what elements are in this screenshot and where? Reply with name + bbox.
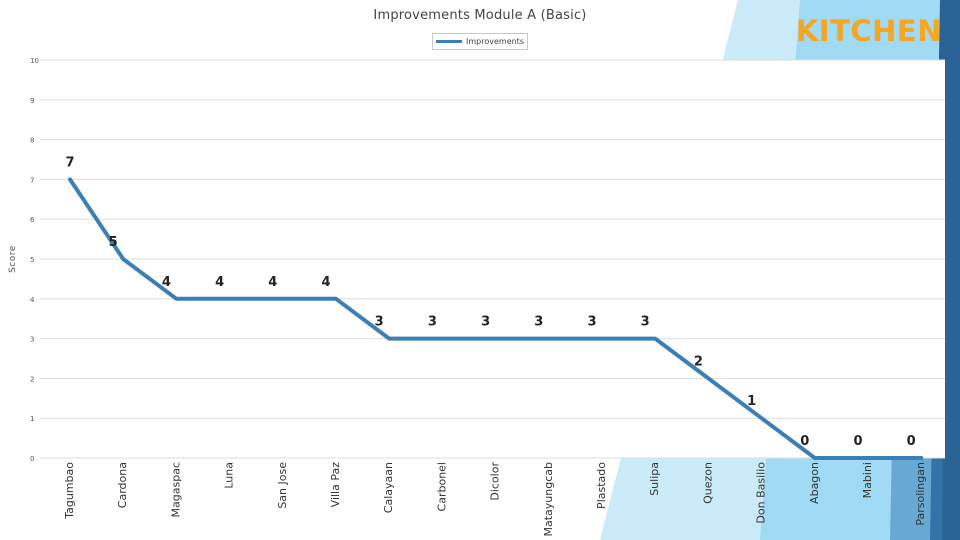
x-tick-label: Villa Paz bbox=[329, 462, 342, 508]
x-tick-label: Abagon bbox=[808, 462, 821, 504]
legend-label: Improvements bbox=[466, 37, 524, 46]
data-label: 3 bbox=[641, 315, 650, 330]
x-tick-label: Luna bbox=[223, 462, 236, 489]
y-tick-label: 9 bbox=[30, 97, 34, 105]
x-tick-label: Cardona bbox=[116, 462, 129, 508]
data-point bbox=[388, 338, 390, 340]
data-point bbox=[654, 338, 656, 340]
x-tick-label: Tagumbao bbox=[63, 462, 76, 520]
data-label: 0 bbox=[907, 434, 916, 449]
data-point bbox=[495, 338, 497, 340]
chart-title: Improvements Module A (Basic) bbox=[373, 8, 587, 23]
data-label: 7 bbox=[65, 155, 74, 170]
legend-swatch bbox=[436, 40, 462, 43]
data-point bbox=[69, 178, 71, 180]
data-label: 1 bbox=[747, 394, 756, 409]
x-tick-label: San Jose bbox=[276, 462, 289, 509]
y-tick-label: 0 bbox=[30, 455, 34, 463]
data-point bbox=[601, 338, 603, 340]
x-tick-label: Parsolingan bbox=[914, 462, 927, 526]
y-tick-label: 7 bbox=[30, 176, 34, 184]
legend: Improvements bbox=[432, 33, 528, 50]
data-point bbox=[867, 457, 869, 459]
data-point bbox=[175, 298, 177, 300]
y-tick-labels: 0 1 2 3 4 5 6 7 8 9 10 bbox=[30, 57, 39, 463]
data-labels: 7 5 4 4 4 4 3 3 3 3 3 3 2 1 0 0 0 bbox=[65, 155, 915, 449]
data-point bbox=[814, 457, 816, 459]
y-tick-label: 5 bbox=[30, 256, 34, 264]
x-tick-label: Quezon bbox=[701, 462, 714, 504]
y-tick-label: 10 bbox=[30, 57, 39, 65]
x-tick-label: Sulipa bbox=[648, 462, 661, 496]
x-tick-label: Carbonel bbox=[435, 462, 448, 511]
data-point bbox=[229, 298, 231, 300]
data-label: 3 bbox=[481, 315, 490, 330]
data-point bbox=[122, 258, 124, 260]
data-label: 3 bbox=[375, 315, 384, 330]
data-point bbox=[761, 417, 763, 419]
x-tick-label: Calayaan bbox=[382, 462, 395, 513]
y-tick-label: 2 bbox=[30, 375, 34, 383]
data-label: 4 bbox=[321, 275, 330, 290]
brand-label: KITCHEN bbox=[795, 14, 942, 48]
x-tick-label: Don Basilio bbox=[755, 462, 768, 524]
data-label: 4 bbox=[162, 275, 171, 290]
data-label: 3 bbox=[534, 315, 543, 330]
data-point bbox=[920, 457, 922, 459]
data-point bbox=[707, 377, 709, 379]
x-tick-label: Dicolor bbox=[489, 462, 502, 501]
x-tick-label: Mabini bbox=[861, 462, 874, 498]
data-label: 4 bbox=[268, 275, 277, 290]
y-tick-label: 6 bbox=[30, 216, 35, 224]
y-tick-label: 3 bbox=[30, 336, 34, 344]
data-point bbox=[282, 298, 284, 300]
x-tick-label: Matayungcab bbox=[542, 462, 555, 537]
x-tick-labels: Tagumbao Cardona Magaspac Luna San Jose Villa… bbox=[63, 462, 927, 537]
y-tick-label: 4 bbox=[30, 296, 35, 304]
y-tick-label: 8 bbox=[30, 137, 34, 145]
y-tick-label: 1 bbox=[30, 415, 34, 423]
data-label: 0 bbox=[800, 434, 809, 449]
x-tick-label: Magaspac bbox=[169, 462, 182, 517]
data-point bbox=[441, 338, 443, 340]
data-label: 0 bbox=[853, 434, 862, 449]
data-label: 5 bbox=[109, 235, 118, 250]
x-tick-label: Plastado bbox=[595, 462, 608, 509]
series-layer bbox=[68, 177, 924, 460]
data-label: 2 bbox=[694, 354, 703, 369]
data-point bbox=[548, 338, 550, 340]
data-label: 3 bbox=[587, 315, 596, 330]
data-label: 3 bbox=[428, 315, 437, 330]
data-point bbox=[335, 298, 337, 300]
y-axis-label: Score bbox=[8, 245, 18, 273]
data-label: 4 bbox=[215, 275, 224, 290]
